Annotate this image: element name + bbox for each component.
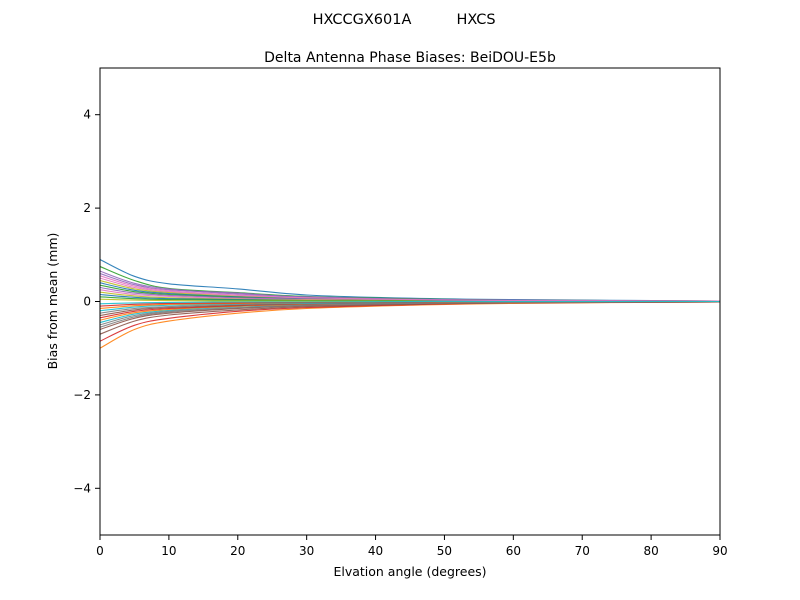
y-tick-label: 2 xyxy=(83,201,91,215)
x-tick-label: 70 xyxy=(575,544,590,558)
x-tick-label: 80 xyxy=(643,544,658,558)
y-axis-label: Bias from mean (mm) xyxy=(45,233,60,370)
chart-title-left: HXCCGX601A xyxy=(313,12,412,28)
chart-title-right: HXCS xyxy=(456,12,495,28)
series-line xyxy=(100,300,720,326)
x-tick-label: 60 xyxy=(506,544,521,558)
x-tick-label: 50 xyxy=(437,544,452,558)
x-tick-label: 10 xyxy=(161,544,176,558)
y-tick-label: −4 xyxy=(73,481,91,495)
x-tick-label: 30 xyxy=(299,544,314,558)
x-tick-label: 40 xyxy=(368,544,383,558)
y-tick-label: −2 xyxy=(73,388,91,402)
chart-subtitle: Delta Antenna Phase Biases: BeiDOU-E5b xyxy=(264,50,556,66)
series-line xyxy=(100,275,720,302)
x-tick-label: 0 xyxy=(96,544,104,558)
x-tick-label: 90 xyxy=(712,544,727,558)
series-lines-group xyxy=(100,259,720,349)
y-tick-label: 4 xyxy=(83,108,91,122)
y-tick-label: 0 xyxy=(83,295,91,309)
x-tick-label: 20 xyxy=(230,544,245,558)
series-line xyxy=(100,300,720,305)
x-axis-label: Elvation angle (degrees) xyxy=(333,564,486,579)
axes-group: 0 10 20 30 40 50 60 70 80 90 −4 −2 0 2 4 xyxy=(73,67,728,558)
